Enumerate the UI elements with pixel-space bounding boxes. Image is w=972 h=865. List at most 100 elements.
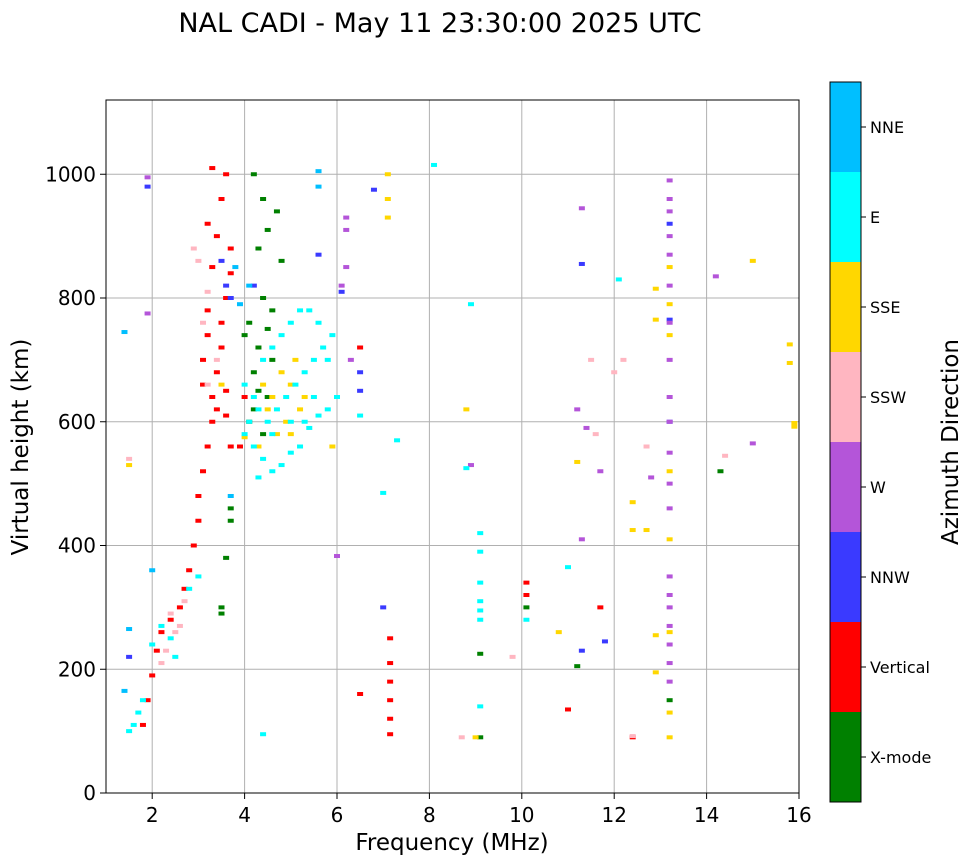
data-point — [273, 209, 280, 214]
data-point — [158, 630, 165, 635]
x-tick-label: 8 — [423, 803, 436, 827]
data-point — [167, 636, 174, 641]
colorbar-label: Azimuth Direction — [938, 339, 964, 545]
data-point — [204, 382, 211, 387]
colorbar-segment — [830, 442, 861, 532]
data-point — [477, 617, 484, 622]
colorbar-segment — [830, 172, 861, 262]
data-point — [338, 283, 345, 288]
data-point — [264, 326, 271, 331]
colorbar-tick-label: SSE — [870, 298, 900, 317]
data-point — [126, 654, 133, 659]
data-point — [167, 611, 174, 616]
data-point — [241, 333, 248, 338]
data-point — [343, 265, 350, 270]
x-tick-label: 6 — [331, 803, 344, 827]
data-point — [200, 320, 207, 325]
data-point — [315, 320, 322, 325]
data-point — [126, 729, 133, 734]
data-point — [357, 345, 364, 350]
data-point — [306, 425, 313, 430]
data-point — [643, 444, 650, 449]
data-point — [149, 568, 156, 573]
data-point — [213, 234, 220, 239]
data-point — [181, 599, 188, 604]
colorbar-tick-label: X-mode — [870, 748, 931, 767]
data-point — [338, 289, 345, 294]
data-point — [190, 246, 197, 251]
data-point — [250, 283, 257, 288]
data-point — [223, 555, 230, 560]
data-point — [463, 407, 470, 412]
data-point — [158, 623, 165, 628]
data-point — [357, 370, 364, 375]
data-point — [241, 395, 248, 399]
data-point — [200, 357, 207, 362]
data-point — [477, 735, 484, 740]
data-point — [666, 209, 673, 214]
data-point — [195, 574, 202, 579]
data-point — [310, 395, 317, 399]
data-point — [250, 407, 257, 412]
data-point — [666, 234, 673, 239]
data-point — [297, 308, 304, 313]
data-point — [315, 169, 322, 174]
data-point — [227, 494, 234, 498]
data-point — [278, 333, 285, 338]
data-point — [786, 360, 793, 365]
data-point — [652, 633, 659, 638]
data-point — [334, 554, 340, 559]
data-point — [158, 661, 165, 666]
data-point — [749, 258, 756, 263]
data-point — [149, 642, 156, 647]
data-point — [255, 388, 262, 393]
data-point — [666, 605, 673, 610]
data-point — [218, 611, 225, 616]
data-point — [324, 407, 331, 412]
data-point — [190, 543, 197, 548]
data-point — [260, 296, 267, 300]
data-point — [666, 450, 673, 455]
data-point — [329, 444, 336, 449]
data-point — [273, 432, 280, 437]
data-point — [629, 734, 636, 739]
data-point — [200, 382, 207, 387]
data-point — [209, 395, 216, 399]
data-point — [666, 357, 673, 362]
data-point — [387, 679, 394, 684]
data-point — [380, 605, 387, 610]
data-point — [666, 283, 673, 288]
data-point — [301, 419, 308, 424]
data-point — [200, 469, 207, 474]
data-point — [278, 463, 285, 468]
data-point — [246, 320, 253, 325]
data-point — [458, 735, 465, 740]
data-point — [255, 407, 262, 412]
data-point — [666, 735, 673, 740]
data-point — [666, 623, 673, 628]
x-tick-label: 10 — [509, 803, 534, 827]
data-point — [209, 265, 216, 270]
data-point — [347, 357, 354, 362]
data-point — [588, 357, 595, 362]
data-point — [126, 627, 133, 632]
y-tick-label: 800 — [58, 286, 96, 310]
data-point — [643, 528, 650, 533]
data-point — [380, 490, 387, 495]
data-point — [297, 407, 304, 412]
data-point — [246, 419, 253, 424]
data-point — [227, 271, 234, 276]
data-point — [204, 333, 211, 338]
data-point — [574, 407, 581, 412]
data-point — [467, 302, 474, 307]
data-point — [264, 407, 271, 412]
data-point — [269, 469, 276, 474]
data-point — [269, 308, 276, 313]
data-point — [666, 698, 673, 703]
data-point — [144, 184, 151, 189]
data-point — [260, 456, 267, 461]
data-point — [334, 395, 340, 399]
data-point — [195, 518, 202, 523]
data-point — [227, 444, 234, 449]
data-point — [176, 605, 183, 610]
